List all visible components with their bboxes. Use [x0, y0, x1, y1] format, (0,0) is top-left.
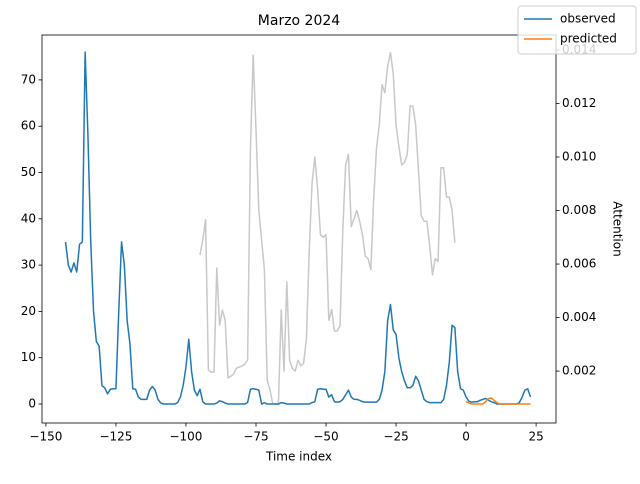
series-line	[64, 51, 532, 405]
y2-tick-label: 0.004	[562, 310, 596, 324]
legend-box	[517, 5, 637, 55]
y2-axis-label: Attention	[611, 201, 625, 256]
chart-title: Marzo 2024	[258, 13, 341, 29]
x-tick-label: −125	[99, 430, 132, 444]
x-tick-label: −50	[313, 430, 338, 444]
x-tick-label: −150	[29, 430, 62, 444]
y-tick-label: 50	[21, 165, 36, 179]
series-line	[199, 51, 456, 405]
y2-tick-label: 0.012	[562, 96, 596, 110]
y-tick-label: 10	[21, 350, 36, 364]
y-tick-label: 60	[21, 119, 36, 133]
x-tick-label: 0	[462, 430, 470, 444]
x-axis-label: Time index	[265, 450, 332, 464]
plot-frame	[41, 34, 557, 424]
x-tick-label: −75	[243, 430, 268, 444]
y-tick-label: 0	[28, 397, 36, 411]
x-tick-label: 25	[528, 430, 543, 444]
y-tick-label: 70	[21, 72, 36, 86]
legend-label: observed	[560, 12, 616, 26]
x-tick-label: −100	[169, 430, 202, 444]
series-line	[465, 397, 531, 405]
y2-tick-label: 0.006	[562, 257, 596, 271]
y2-tick-label: 0.008	[562, 203, 596, 217]
legend-label: predicted	[560, 32, 617, 46]
y2-tick-label: 0.010	[562, 150, 596, 164]
y-tick-label: 20	[21, 304, 36, 318]
y-tick-label: 30	[21, 258, 36, 272]
x-tick-label: −25	[383, 430, 408, 444]
y-tick-label: 40	[21, 211, 36, 225]
y2-tick-label: 0.002	[562, 364, 596, 378]
